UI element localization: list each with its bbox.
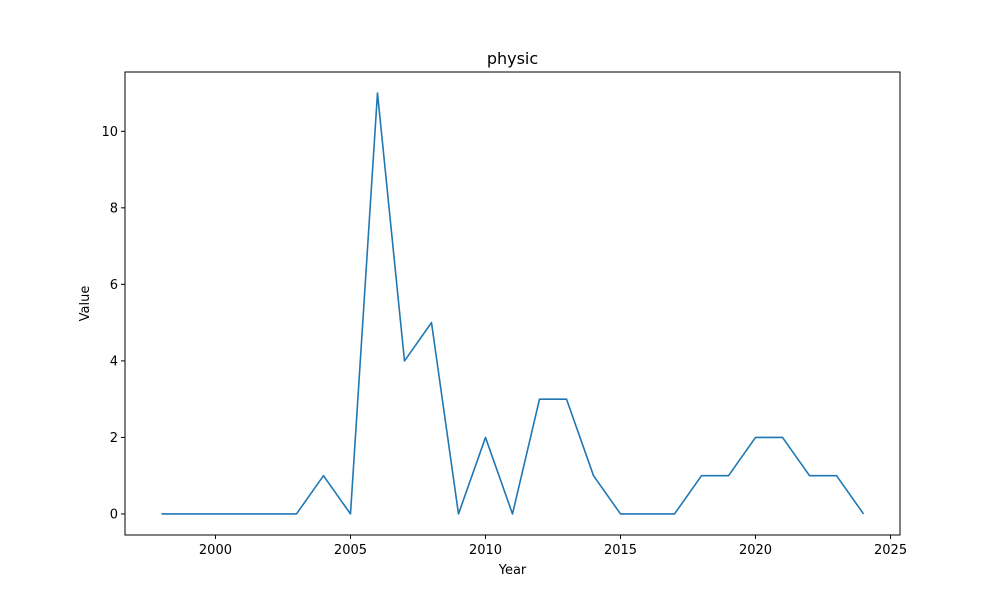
x-axis-label: Year [498, 563, 527, 578]
x-tick-label: 2025 [874, 543, 907, 558]
x-tick-label: 2010 [469, 543, 502, 558]
y-tick-label: 4 [110, 354, 118, 369]
y-tick-label: 6 [110, 278, 118, 293]
y-tick-label: 2 [110, 431, 118, 446]
y-tick-label: 8 [110, 201, 118, 216]
chart-title: physic [487, 49, 538, 68]
y-tick-label: 0 [110, 507, 118, 522]
plot-frame [124, 71, 901, 536]
y-tick-label: 10 [101, 125, 118, 140]
x-tick-label: 2020 [739, 543, 772, 558]
x-tick-label: 2005 [334, 543, 367, 558]
x-tick-label: 2000 [199, 543, 232, 558]
y-axis-label: Value [78, 286, 93, 322]
series-line [161, 92, 865, 515]
x-tick-label: 2015 [604, 543, 637, 558]
